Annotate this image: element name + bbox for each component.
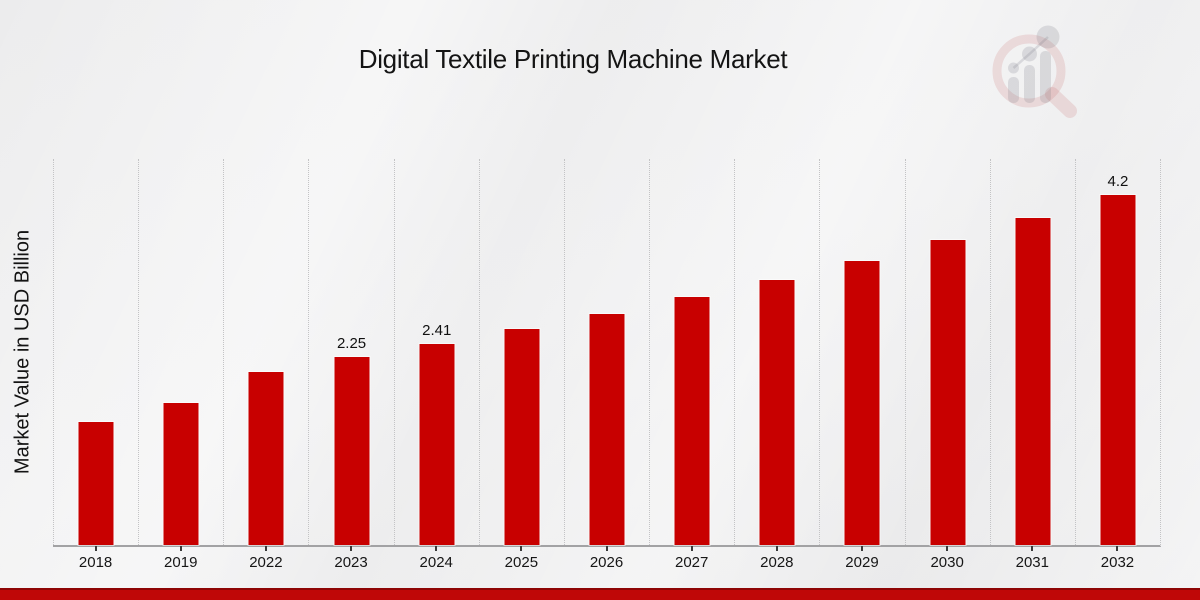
x-tick-label-2031: 2031 <box>1015 554 1049 571</box>
x-tick-label-2019: 2019 <box>164 554 198 571</box>
x-tick-label-2032: 2032 <box>1100 554 1135 571</box>
x-tick-cell-2029: 2029 <box>819 546 904 572</box>
bar-cell-2028 <box>734 159 819 545</box>
bar-cell-2023: 2.25 <box>308 159 393 545</box>
x-tick-label-2030: 2030 <box>930 554 964 571</box>
bar-value-2024: 2.41 <box>422 322 452 339</box>
y-axis-label: Market Value in USD Billion <box>11 229 34 475</box>
footer-accent-band <box>0 588 1200 600</box>
x-axis: 2018 2019 2022 2023 2024 2025 2026 2027 2028 2029… <box>53 546 1160 572</box>
bar-2023 <box>334 357 370 545</box>
x-tick-cell-2026: 2026 <box>564 546 649 572</box>
bar-cell-2029 <box>819 159 904 545</box>
bar-2032 <box>1100 195 1136 545</box>
bar-cell-2024: 2.41 <box>393 159 479 545</box>
x-tick-cell-2032: 2032 <box>1075 546 1160 572</box>
x-tick-mark <box>946 546 949 551</box>
x-tick-cell-2019: 2019 <box>138 546 223 572</box>
bar-cell-2026 <box>563 159 649 545</box>
bar-2024 <box>419 344 455 545</box>
magnifier-barchart-icon <box>992 25 1077 118</box>
x-tick-label-2023: 2023 <box>334 554 368 571</box>
bar-value-2023: 2.25 <box>336 335 367 352</box>
bar-2018 <box>78 422 114 545</box>
x-tick-mark <box>350 546 353 551</box>
bar-cell-2031 <box>989 159 1075 545</box>
bar-2027 <box>674 297 710 545</box>
x-tick-mark <box>179 546 182 551</box>
bar-value-2032: 4.2 <box>1107 173 1129 190</box>
x-tick-label-2022: 2022 <box>249 554 283 571</box>
x-tick-mark <box>690 546 693 551</box>
bar-cell-2027 <box>649 159 734 545</box>
x-tick-cell-2023: 2023 <box>308 546 393 572</box>
company-logo-watermark <box>986 24 1088 118</box>
x-tick-mark <box>264 546 267 551</box>
x-tick-cell-2027: 2027 <box>649 546 734 572</box>
x-tick-cell-2018: 2018 <box>53 546 138 572</box>
x-tick-mark <box>1116 546 1119 551</box>
bar-cell-2022 <box>223 159 308 545</box>
x-tick-label-2026: 2026 <box>589 554 624 571</box>
x-tick-mark <box>94 546 97 551</box>
x-tick-label-2027: 2027 <box>674 554 709 571</box>
bar-cell-2030 <box>904 159 990 545</box>
x-tick-cell-2025: 2025 <box>479 546 564 572</box>
x-tick-label-2029: 2029 <box>845 554 879 571</box>
x-tick-mark <box>775 546 778 551</box>
x-tick-mark <box>520 546 523 551</box>
x-tick-mark <box>860 546 863 551</box>
x-tick-label-2025: 2025 <box>504 554 539 571</box>
x-tick-label-2024: 2024 <box>419 554 453 571</box>
x-tick-mark <box>605 546 608 551</box>
bar-2025 <box>504 329 540 545</box>
bar-cell-2018 <box>53 159 138 545</box>
x-tick-cell-2022: 2022 <box>223 546 308 572</box>
plot-area: 2.25 2.41 4.2 <box>53 159 1161 547</box>
bar-2022 <box>248 372 284 545</box>
x-tick-cell-2024: 2024 <box>394 546 479 572</box>
x-tick-label-2028: 2028 <box>760 554 794 571</box>
x-tick-mark <box>435 546 438 551</box>
bar-2029 <box>844 261 880 545</box>
x-tick-cell-2030: 2030 <box>905 546 990 572</box>
bar-2026 <box>589 314 625 545</box>
bar-cell-2032: 4.2 <box>1074 159 1160 545</box>
x-tick-cell-2028: 2028 <box>734 546 819 572</box>
bar-cell-2025 <box>478 159 564 545</box>
chart-title: Digital Textile Printing Machine Market <box>358 44 788 74</box>
bar-2028 <box>759 280 795 545</box>
bar-2031 <box>1015 218 1051 545</box>
bar-2019 <box>163 403 199 545</box>
x-tick-cell-2031: 2031 <box>990 546 1075 572</box>
bar-2030 <box>930 240 966 545</box>
x-tick-label-2018: 2018 <box>78 554 113 571</box>
x-tick-mark <box>1031 546 1034 551</box>
bar-cell-2019 <box>138 159 223 545</box>
